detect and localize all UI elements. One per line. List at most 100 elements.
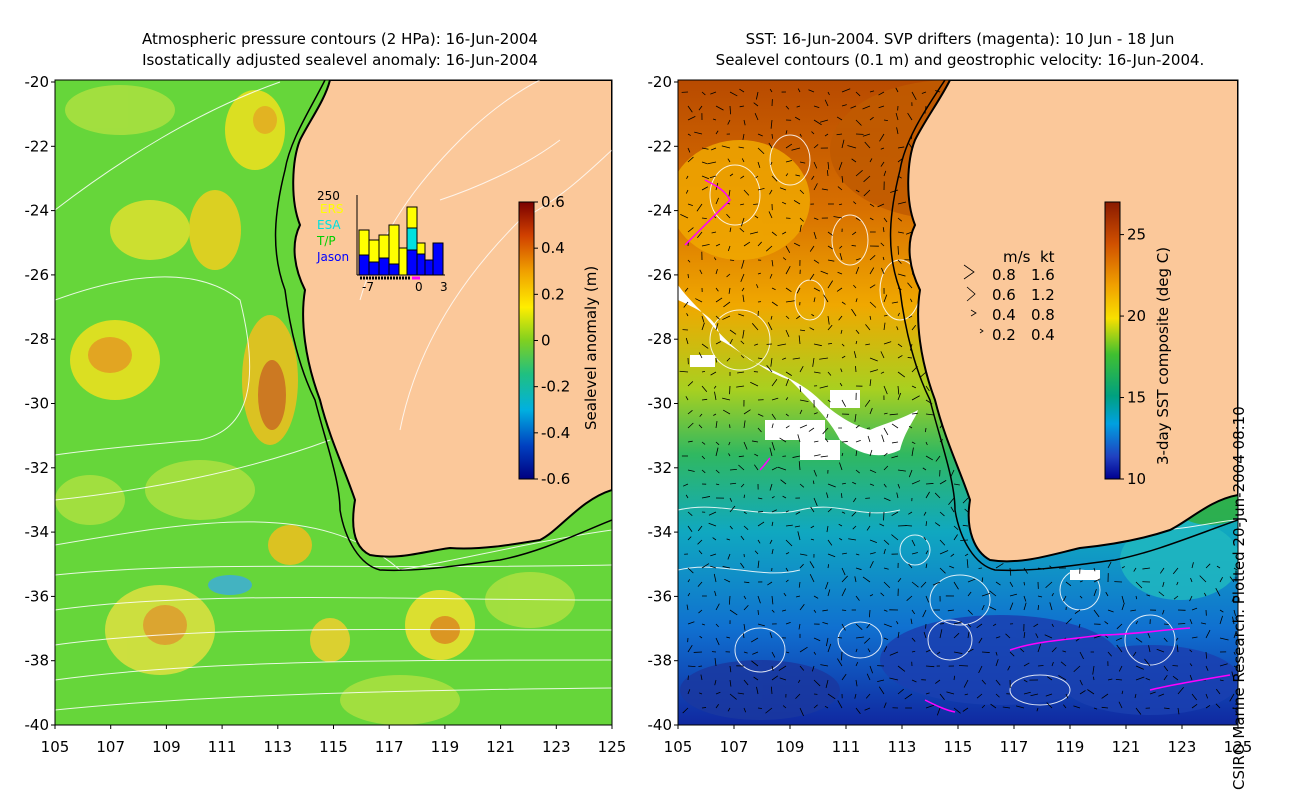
velocity-arrow — [715, 691, 721, 695]
velocity-arrow — [799, 483, 805, 488]
velocity-arrow — [1172, 567, 1179, 575]
velocity-arrow — [771, 466, 778, 471]
velocity-arrow — [1044, 634, 1053, 639]
velocity-arrow — [1002, 706, 1011, 709]
velocity-arrow — [920, 371, 927, 378]
velocity-arrow — [686, 175, 689, 179]
velocity-arrow — [953, 483, 960, 486]
velocity-arrow — [727, 245, 731, 252]
velocity-arrow — [795, 693, 801, 699]
velocity-arrow — [698, 550, 703, 555]
velocity-arrow — [981, 679, 987, 685]
velocity-arrow — [1144, 658, 1151, 667]
velocity-arrow — [729, 91, 738, 97]
velocity-arrow — [869, 116, 874, 121]
velocity-arrow — [1156, 648, 1165, 653]
velocity-arrow — [687, 156, 694, 163]
velocity-arrow — [797, 679, 801, 684]
velocity-arrow — [751, 323, 759, 331]
velocity-arrow — [701, 217, 707, 219]
velocity-arrow — [879, 133, 885, 142]
velocity-arrow — [722, 397, 731, 401]
velocity-arrow — [841, 482, 846, 485]
velocity-arrow — [770, 315, 773, 320]
velocity-arrow — [869, 315, 872, 320]
velocity-arrow — [686, 313, 689, 317]
velocity-arrow — [810, 506, 815, 513]
velocity-arrow — [925, 413, 935, 416]
velocity-arrow — [967, 609, 973, 615]
velocity-arrow — [757, 161, 761, 168]
velocity-arrow — [687, 105, 693, 113]
velocity-arrow — [701, 243, 710, 247]
velocity-arrow — [726, 538, 731, 541]
velocity-arrow — [701, 370, 706, 373]
velocity-arrow — [1135, 581, 1143, 589]
velocity-arrow — [853, 201, 857, 205]
velocity-arrow — [1163, 665, 1169, 672]
left-y-tick-label: -30 — [25, 395, 50, 413]
velocity-arrow — [785, 510, 789, 513]
velocity-arrow — [740, 340, 745, 345]
velocity-arrow — [833, 216, 843, 219]
velocity-arrow — [680, 214, 689, 219]
velocity-arrow — [976, 623, 983, 629]
velocity-arrow — [741, 158, 745, 163]
velocity-arrow — [812, 480, 815, 485]
velocity-arrow — [813, 231, 817, 240]
velocity-arrow — [770, 357, 773, 367]
velocity-arrow — [698, 609, 703, 614]
velocity-arrow — [897, 469, 906, 472]
velocity-arrow — [798, 335, 801, 345]
velocity-arrow — [767, 322, 773, 331]
velocity-arrow — [841, 104, 847, 107]
velocity-arrow — [756, 686, 759, 695]
velocity-arrow — [712, 118, 717, 121]
right-y-tick-label: -34 — [648, 523, 673, 541]
velocity-arrow — [809, 574, 815, 583]
velocity-arrow — [921, 91, 927, 94]
velocity-legend: m/s kt 0.8 1.6 0.6 1.2 0.4 0.8 0.2 0.4 — [963, 248, 1055, 344]
velocity-arrow — [785, 287, 792, 292]
right-y-tick-label: -36 — [648, 587, 673, 605]
velocity-arrow — [869, 449, 873, 457]
velocity-arrow — [826, 492, 829, 499]
velocity-arrow — [841, 511, 846, 514]
velocity-arrow — [701, 147, 709, 150]
velocity-arrow — [869, 90, 875, 93]
velocity-arrow — [995, 563, 1004, 569]
velocity-arrow — [883, 427, 889, 436]
velocity-arrow — [723, 301, 731, 308]
velocity-arrow — [679, 370, 689, 373]
velocity-arrow — [1232, 616, 1235, 625]
velocity-arrow — [792, 455, 801, 458]
left-shelf-edge — [274, 80, 612, 572]
velocity-arrow — [855, 450, 858, 457]
velocity-arrow — [743, 409, 751, 415]
velocity-arrow — [684, 287, 689, 292]
right-y-tick-label: -32 — [648, 459, 673, 477]
velocity-arrow — [785, 651, 790, 654]
velocity-arrow — [785, 143, 793, 149]
velocity-arrow — [813, 609, 817, 613]
velocity-arrow — [883, 702, 887, 709]
velocity-arrow — [714, 679, 717, 686]
velocity-arrow — [910, 298, 913, 303]
velocity-arrow — [953, 534, 958, 541]
left-y-tick-label: -38 — [25, 652, 50, 670]
velocity-arrow — [1093, 567, 1096, 572]
velocity-arrow — [840, 493, 843, 499]
velocity-arrow — [757, 609, 759, 615]
velocity-arrow — [1105, 635, 1109, 639]
velocity-arrow — [1049, 602, 1053, 611]
velocity-arrow — [755, 91, 759, 100]
sla-anomaly-patches — [55, 85, 575, 725]
velocity-arrow — [701, 623, 705, 626]
velocity-arrow — [813, 297, 816, 303]
velocity-arrow — [771, 651, 776, 658]
velocity-arrow — [1073, 665, 1081, 673]
sla-cbar-tick-label: -0.4 — [541, 424, 570, 442]
velocity-arrow — [1219, 615, 1223, 625]
left-x-tick-label: 109 — [152, 738, 181, 756]
velocity-arrow — [694, 131, 703, 135]
